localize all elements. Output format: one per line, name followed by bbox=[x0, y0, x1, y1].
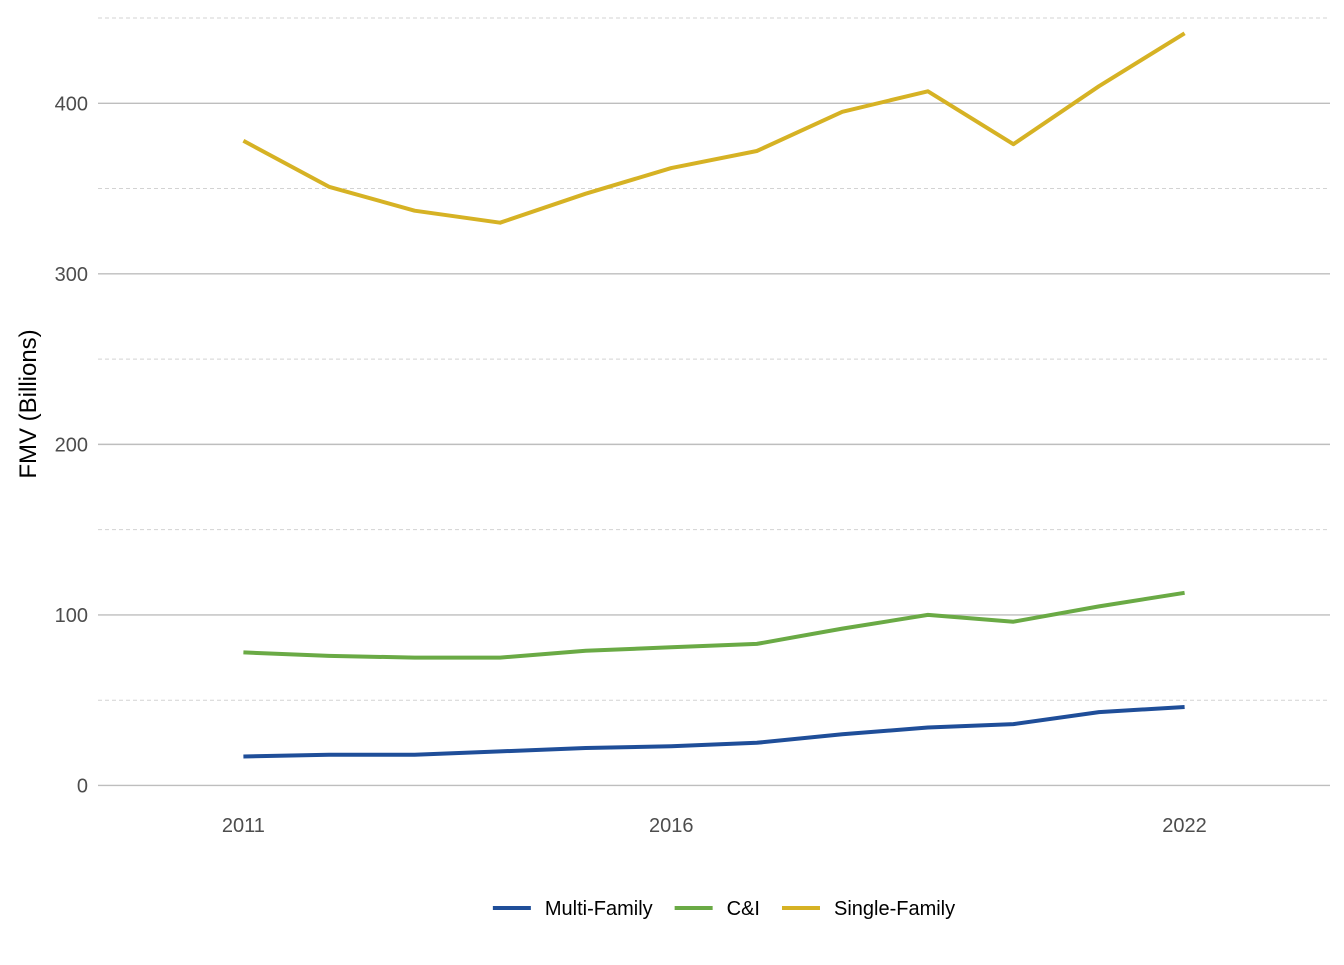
series-line-multi-family bbox=[243, 705, 1185, 759]
x-tick-label: 2016 bbox=[649, 815, 694, 837]
y-tick-label: 300 bbox=[55, 264, 88, 286]
y-axis-title: FMV (Billions) bbox=[15, 329, 42, 478]
y-tick-label: 400 bbox=[55, 93, 88, 115]
legend-label-single-family: Single-Family bbox=[834, 898, 955, 920]
y-tick-label: 0 bbox=[77, 775, 88, 797]
series-line-c-i bbox=[243, 590, 1185, 660]
legend-label-c-i: C&I bbox=[727, 898, 760, 920]
series-lines bbox=[242, 31, 1186, 759]
x-tick-label: 2011 bbox=[222, 815, 265, 837]
legend: Multi-Family C&I Single-Family bbox=[492, 898, 955, 920]
y-tick-label: 200 bbox=[55, 434, 88, 456]
x-tick-label: 2022 bbox=[1162, 815, 1207, 837]
y-tick-label: 100 bbox=[55, 605, 88, 627]
major-gridlines bbox=[98, 102, 1330, 787]
x-axis-tick-labels: 2011 2016 2022 bbox=[222, 815, 1207, 837]
minor-gridlines bbox=[98, 17, 1330, 701]
y-axis-tick-labels: 0 100 200 300 400 bbox=[55, 93, 88, 797]
series-line-single-family bbox=[242, 31, 1186, 225]
legend-label-multi-family: Multi-Family bbox=[545, 898, 653, 920]
